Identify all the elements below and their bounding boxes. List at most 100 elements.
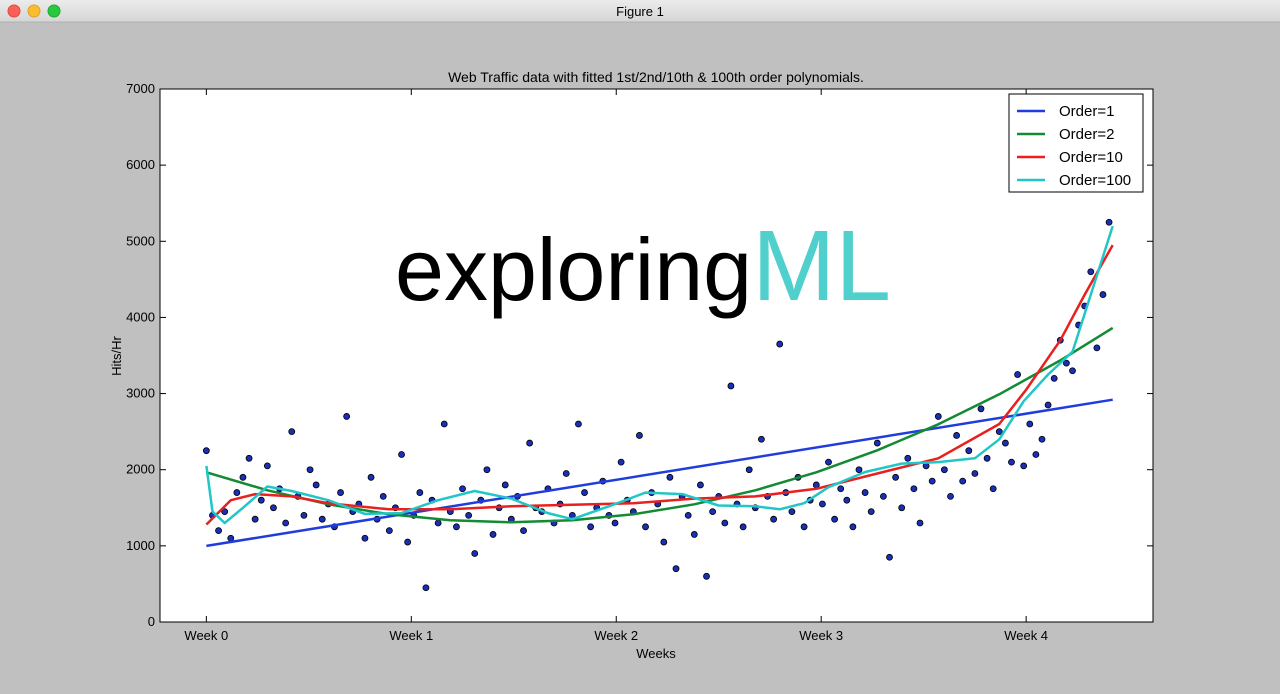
data-point <box>995 428 1003 436</box>
data-point <box>880 492 887 500</box>
data-point <box>1093 344 1101 352</box>
data-point <box>953 432 960 439</box>
data-point <box>434 519 442 527</box>
data-point <box>745 466 753 474</box>
data-point <box>465 512 473 519</box>
data-point <box>459 485 466 493</box>
data-point <box>727 382 735 390</box>
title-bar <box>0 0 1280 22</box>
data-point <box>1050 374 1058 382</box>
data-point <box>892 473 900 481</box>
data-point <box>758 435 765 443</box>
data-point <box>965 447 973 455</box>
x-axis-label: Weeks <box>636 646 676 661</box>
data-point <box>636 432 643 439</box>
data-point <box>227 534 235 542</box>
data-point <box>910 485 918 493</box>
y-axis-label: Hits/Hr <box>109 335 124 375</box>
data-point <box>611 519 619 527</box>
data-point <box>934 413 942 420</box>
data-point <box>1087 268 1095 276</box>
legend-label: Order=100 <box>1059 172 1131 189</box>
data-point <box>306 466 314 474</box>
data-point <box>1014 371 1021 378</box>
data-point <box>770 515 778 523</box>
data-point <box>940 466 948 474</box>
data-point <box>312 481 320 489</box>
data-point <box>501 481 509 489</box>
fit-line <box>206 326 1114 524</box>
data-point <box>379 492 387 500</box>
data-point <box>575 420 582 428</box>
data-point <box>971 470 979 477</box>
data-point <box>703 572 710 580</box>
data-point <box>642 523 649 531</box>
data-point <box>843 496 851 504</box>
data-point <box>1008 458 1015 466</box>
data-point <box>959 477 967 485</box>
data-point <box>202 447 210 455</box>
data-point <box>831 515 839 523</box>
data-point <box>947 492 954 500</box>
data-point <box>1044 401 1052 409</box>
data-point <box>989 485 997 493</box>
data-point <box>1069 367 1076 375</box>
data-point <box>587 523 595 531</box>
close-button[interactable] <box>7 4 21 18</box>
data-point <box>288 428 296 436</box>
data-point <box>617 458 625 466</box>
data-point <box>440 420 448 428</box>
data-point <box>660 538 668 546</box>
y-tick-label: 2000 <box>126 462 155 477</box>
data-point <box>263 462 271 470</box>
zoom-button[interactable] <box>47 4 61 18</box>
data-point <box>562 470 570 477</box>
data-point <box>672 565 680 573</box>
data-point <box>1032 451 1040 458</box>
data-point <box>422 584 430 592</box>
legend-label: Order=2 <box>1059 126 1114 143</box>
data-point <box>788 508 796 515</box>
watermark: exploringML <box>395 210 891 322</box>
data-point <box>819 500 826 508</box>
data-point <box>977 405 985 413</box>
data-point <box>581 489 588 496</box>
data-point <box>825 458 832 466</box>
data-point <box>1105 218 1113 226</box>
data-point <box>282 519 290 527</box>
y-tick-label: 5000 <box>126 233 155 248</box>
data-point <box>257 496 265 504</box>
data-point <box>233 489 241 496</box>
data-point <box>453 523 460 531</box>
data-point <box>800 523 808 531</box>
watermark-accent: ML <box>752 210 891 322</box>
legend-label: Order=1 <box>1059 103 1114 120</box>
data-point <box>300 512 308 519</box>
data-point <box>1099 291 1107 298</box>
data-point <box>721 519 729 527</box>
data-point <box>337 489 344 496</box>
data-point <box>849 523 857 531</box>
data-point <box>385 527 393 535</box>
data-point <box>416 489 424 496</box>
legend-label: Order=10 <box>1059 149 1123 166</box>
data-point <box>215 527 222 535</box>
x-tick-label: Week 4 <box>1004 628 1048 643</box>
chart-title: Web Traffic data with fitted 1st/2nd/10t… <box>448 69 864 85</box>
plot-area <box>159 88 1154 623</box>
data-point <box>1020 462 1028 470</box>
minimize-button[interactable] <box>27 4 41 18</box>
data-point <box>489 531 497 538</box>
data-point <box>398 451 405 458</box>
y-tick-label: 0 <box>148 614 155 629</box>
data-point <box>837 485 845 493</box>
data-point <box>684 512 692 519</box>
data-point <box>1038 435 1046 443</box>
data-point <box>928 477 936 485</box>
data-point <box>904 454 912 462</box>
data-point <box>520 527 527 535</box>
data-point <box>697 481 704 489</box>
data-point <box>709 508 717 515</box>
data-point <box>1062 359 1070 367</box>
